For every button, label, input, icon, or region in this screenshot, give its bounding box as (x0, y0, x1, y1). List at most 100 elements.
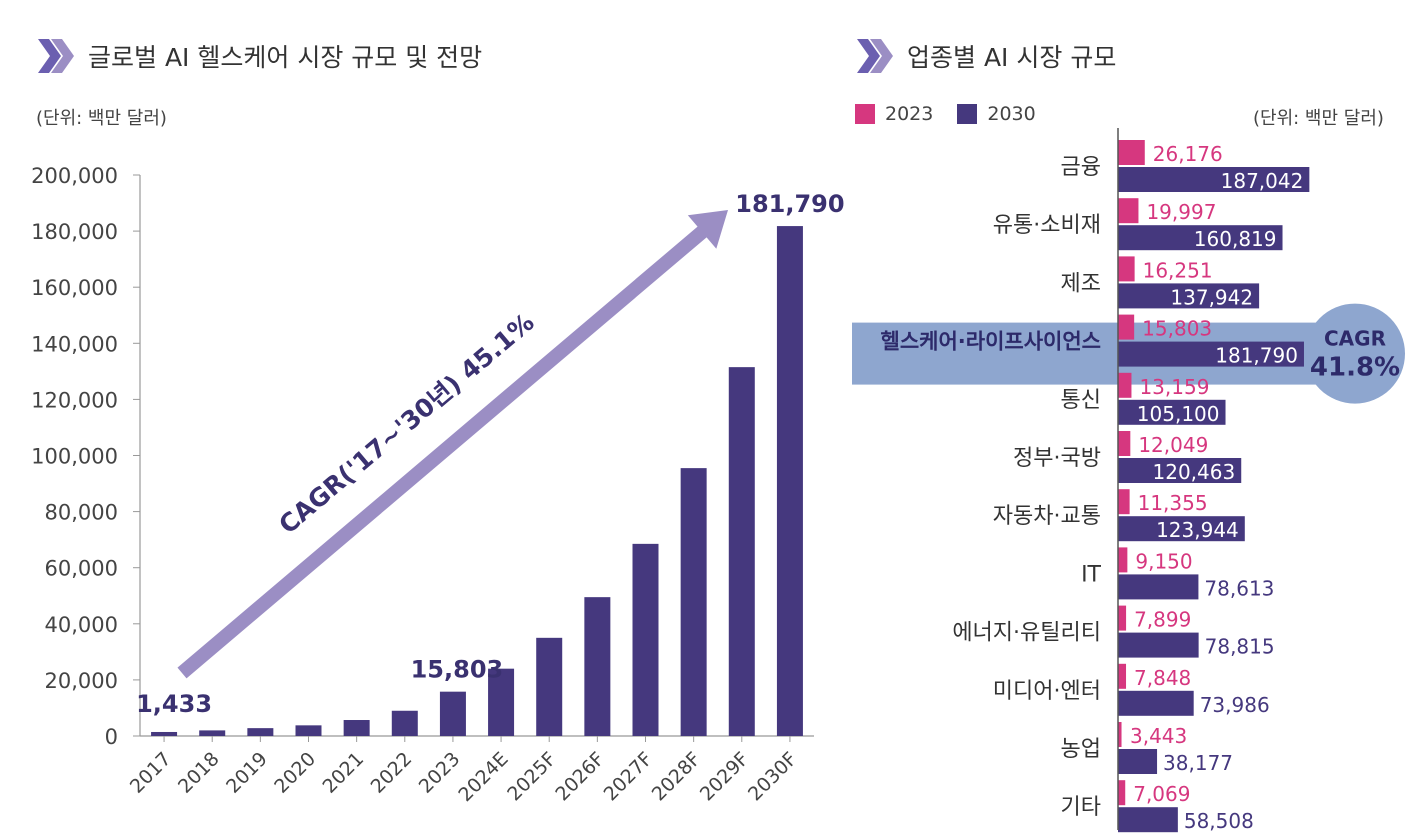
bar-2030-제조 (1118, 283, 1260, 309)
bar-2030-금융 (1118, 167, 1310, 192)
bar-2023-미디어·엔터 (1118, 663, 1127, 689)
legend-label-2030: 2030 (987, 103, 1036, 125)
data-label-2023: 15,803 (411, 656, 504, 684)
bar-2030-헬스케어·라이프사이언스 (1118, 341, 1304, 367)
y-tick-label: 140,000 (31, 332, 118, 356)
category-label: 미디어·엔터 (993, 679, 1101, 704)
y-tick-label: 40,000 (45, 613, 118, 637)
cagr-arrow-label: CAGR('17~'30년) 45.1% (273, 307, 539, 539)
label-2023-유통·소비재: 19,997 (1146, 200, 1216, 224)
y-tick-label: 200,000 (31, 164, 118, 188)
bar-2023-에너지·유틸리티 (1118, 605, 1127, 631)
bar-2030-정부·국방 (1118, 458, 1242, 483)
category-label: 자동차·교통 (993, 504, 1101, 529)
y-tick-label: 0 (105, 725, 118, 749)
x-tick-label: 2021 (318, 748, 368, 798)
bar-2023-유통·소비재 (1118, 198, 1139, 224)
bar-2023-농업 (1118, 722, 1122, 747)
label-2023-헬스케어·라이프사이언스: 15,803 (1142, 317, 1212, 341)
x-tick-label: 2020 (270, 748, 320, 798)
label-2023-금융: 26,176 (1153, 142, 1223, 166)
bar-2026F (584, 597, 611, 736)
bar-2030-유통·소비재 (1118, 225, 1283, 251)
label-2030-정부·국방: 120,463 (1153, 460, 1236, 484)
bar-2020 (295, 725, 322, 736)
category-label: 헬스케어·라이프사이언스 (881, 330, 1102, 354)
x-tick-label: 2025F (503, 748, 560, 805)
label-2023-정부·국방: 12,049 (1138, 433, 1208, 457)
bar-2030-농업 (1118, 749, 1158, 774)
category-label: 기타 (1061, 795, 1101, 820)
bar-2030-자동차·교통 (1118, 516, 1245, 542)
legend-label-2023: 2023 (885, 103, 934, 125)
bar-2027F (632, 543, 659, 736)
bar-2023-기타 (1118, 780, 1126, 806)
bar-2024E (488, 668, 515, 736)
x-tick-label: 2017 (126, 748, 176, 798)
label-2023-기타: 7,069 (1133, 782, 1190, 806)
bar-2022 (391, 710, 418, 736)
x-tick-label: 2026F (551, 748, 608, 805)
label-2030-에너지·유틸리티: 78,815 (1205, 635, 1275, 659)
label-2023-통신: 13,159 (1139, 375, 1209, 399)
market-size-bar-chart: 0 20,000 40,000 60,000 80,000 100,000 120,000 1… (31, 164, 844, 806)
bar-2030-미디어·엔터 (1118, 690, 1194, 716)
label-2023-농업: 3,443 (1130, 724, 1187, 748)
bar-2023-IT (1118, 547, 1128, 573)
bar-2017 (151, 731, 178, 736)
bar-2023-정부·국방 (1118, 431, 1131, 456)
label-2030-금융: 187,042 (1221, 169, 1304, 193)
category-label: 유통·소비재 (993, 213, 1101, 238)
bar-2019 (247, 728, 274, 736)
bar-2023-제조 (1118, 256, 1135, 282)
label-2030-자동차·교통: 123,944 (1156, 518, 1239, 542)
category-label: 금융 (1061, 155, 1101, 180)
cagr-bubble-label: CAGR (1324, 327, 1386, 351)
category-label: 통신 (1061, 388, 1101, 413)
label-2030-제조: 137,942 (1170, 285, 1253, 309)
y-tick-label: 80,000 (45, 501, 118, 525)
bar-2023-헬스케어·라이프사이언스 (1118, 314, 1135, 340)
cagr-bubble (1305, 303, 1405, 404)
category-label: IT (1081, 562, 1101, 587)
bar-2030-IT (1118, 574, 1199, 600)
category-label: 제조 (1061, 271, 1101, 296)
left-title-text: 글로벌 AI 헬스케어 시장 규모 및 전망 (88, 43, 483, 72)
right-unit-label: (단위: 백만 달러) (1253, 108, 1384, 129)
data-label-2030F: 181,790 (735, 190, 844, 218)
left-panel-title: 글로벌 AI 헬스케어 시장 규모 및 전망 (36, 38, 482, 74)
bar-2018 (199, 730, 226, 736)
y-tick-label: 20,000 (45, 669, 118, 693)
label-2023-제조: 16,251 (1143, 258, 1213, 282)
bar-2023-금융 (1118, 140, 1145, 165)
bar-2030-에너지·유틸리티 (1118, 632, 1199, 658)
highlight-band (852, 322, 1322, 385)
category-label: 에너지·유틸리티 (952, 621, 1101, 646)
x-tick-label: 2019 (222, 748, 272, 798)
y-tick-label: 120,000 (31, 388, 118, 412)
data-label-2017: 1,433 (136, 690, 212, 718)
bar-2030-통신 (1118, 399, 1226, 425)
category-label: 정부·국방 (1013, 446, 1101, 471)
label-2030-기타: 58,508 (1184, 809, 1254, 833)
x-tick-label: 2030F (744, 748, 801, 805)
label-2030-통신: 105,100 (1137, 402, 1220, 426)
x-tick-label: 2022 (367, 748, 417, 798)
label-2023-자동차·교통: 11,355 (1138, 491, 1208, 515)
bar-2030-기타 (1118, 807, 1178, 833)
label-2030-IT: 78,613 (1204, 576, 1274, 600)
bar-2023 (439, 691, 466, 736)
y-tick-label: 160,000 (31, 276, 118, 300)
y-tick-label: 60,000 (45, 557, 118, 581)
legend-swatch-2023 (855, 104, 875, 124)
label-2023-IT: 9,150 (1135, 549, 1192, 573)
label-2030-유통·소비재: 160,819 (1194, 227, 1277, 251)
cagr-bubble-value: 41.8% (1310, 353, 1400, 383)
label-2030-미디어·엔터: 73,986 (1200, 693, 1270, 717)
cagr-arrow-shape (177, 210, 728, 679)
label-2030-농업: 38,177 (1163, 751, 1233, 775)
legend-swatch-2030 (957, 104, 978, 124)
x-tick-label: 2027F (600, 748, 657, 805)
left-unit-label: (단위: 백만 달러) (36, 108, 167, 129)
bar-2030F (776, 226, 803, 737)
